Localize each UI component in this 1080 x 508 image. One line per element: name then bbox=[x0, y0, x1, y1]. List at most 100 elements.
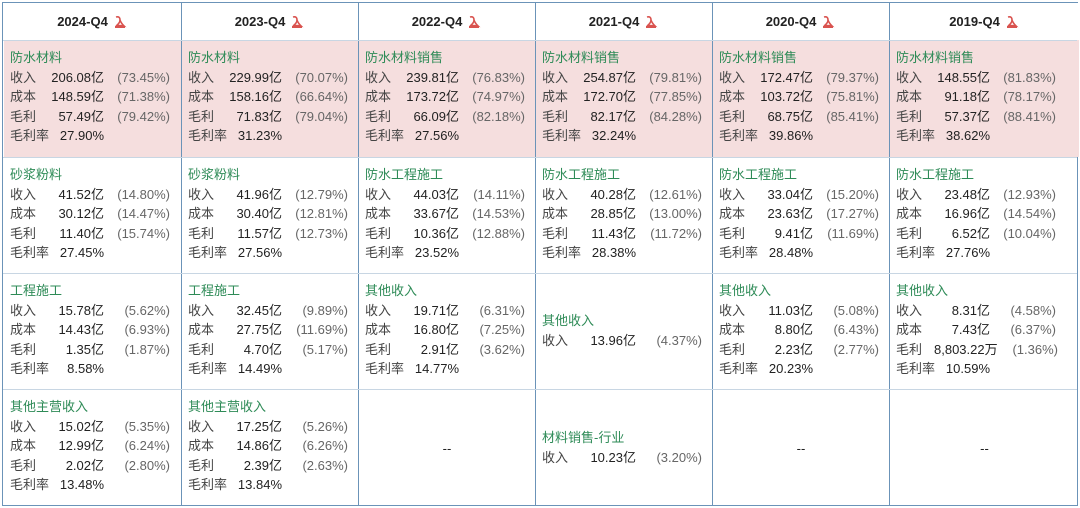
segment-name[interactable]: 防水工程施工 bbox=[542, 167, 621, 182]
metric-label: 收入 bbox=[542, 186, 569, 202]
segment-name[interactable]: 材料销售-行业 bbox=[542, 430, 625, 445]
metric-amount: 27.76% bbox=[945, 245, 990, 261]
pdf-icon[interactable] bbox=[290, 15, 304, 29]
segment-name[interactable]: 其他收入 bbox=[896, 283, 949, 298]
segment-cell: 其他收入 收入 11.03亿 (5.08%) 成本 8.80亿 (6.43%) 毛利 2.23亿… bbox=[713, 273, 889, 389]
segment-name[interactable]: 工程施工 bbox=[188, 283, 241, 298]
metric-label: 收入 bbox=[365, 302, 392, 318]
metric-label: 毛利率 bbox=[365, 245, 405, 261]
row-divider bbox=[3, 40, 1077, 41]
metric-row: 收入 40.28亿 (12.61%) bbox=[542, 185, 706, 205]
metric-row: 毛利 1.35亿 (1.87%) bbox=[10, 340, 175, 360]
segment-name[interactable]: 其他收入 bbox=[719, 283, 772, 298]
metric-label: 收入 bbox=[10, 418, 37, 434]
segment-name[interactable]: 防水材料销售 bbox=[542, 50, 621, 65]
segment-name[interactable]: 防水工程施工 bbox=[896, 167, 975, 182]
metric-amount: 254.87亿 bbox=[583, 69, 636, 85]
pdf-icon[interactable] bbox=[467, 15, 481, 29]
metric-row: 毛利 2.02亿 (2.80%) bbox=[10, 456, 175, 476]
segment-cell: 砂浆粉料 收入 41.96亿 (12.79%) 成本 30.40亿 (12.81%) 毛利 11… bbox=[182, 157, 358, 273]
metric-amount: 28.48% bbox=[768, 245, 813, 261]
column-header: 2020-Q4 bbox=[712, 3, 889, 40]
segment-name[interactable]: 其他收入 bbox=[542, 313, 595, 328]
segment-name[interactable]: 防水材料 bbox=[10, 50, 63, 65]
metric-label: 成本 bbox=[10, 322, 37, 338]
metric-amount: 11.03亿 bbox=[768, 302, 813, 318]
metric-percent: (11.69%) bbox=[296, 322, 348, 338]
metric-amount: 10.23亿 bbox=[590, 449, 636, 465]
metric-amount: 27.56% bbox=[414, 128, 459, 144]
metric-amount: 57.49亿 bbox=[58, 108, 104, 124]
metric-amount: 14.86亿 bbox=[236, 438, 282, 454]
segment-name[interactable]: 砂浆粉料 bbox=[10, 167, 63, 182]
metric-label: 毛利率 bbox=[896, 245, 936, 261]
metric-label: 成本 bbox=[719, 206, 746, 222]
metric-percent: (2.77%) bbox=[833, 341, 879, 357]
metric-row: 成本 16.80亿 (7.25%) bbox=[365, 320, 529, 340]
metric-label: 毛利 bbox=[188, 341, 215, 357]
segment-cell: 工程施工 收入 32.45亿 (9.89%) 成本 27.75亿 (11.69%) 毛利 4.7… bbox=[182, 273, 358, 389]
segment-name[interactable]: 防水材料 bbox=[188, 50, 241, 65]
segment-block: 其他收入 收入 8.31亿 (4.58%) 成本 7.43亿 (6.37%) 毛利 8,803.… bbox=[896, 273, 1073, 379]
metric-amount: 16.80亿 bbox=[413, 322, 459, 338]
metric-label: 成本 bbox=[365, 322, 392, 338]
pdf-icon[interactable] bbox=[644, 15, 658, 29]
segment-cell: 其他收入 收入 19.71亿 (6.31%) 成本 16.80亿 (7.25%) 毛利 2.91… bbox=[359, 273, 535, 389]
segment-name[interactable]: 防水工程施工 bbox=[719, 167, 798, 182]
segment-name[interactable]: 其他主营收入 bbox=[10, 399, 89, 414]
column-divider bbox=[889, 3, 890, 505]
metric-label: 收入 bbox=[542, 449, 569, 465]
empty-placeholder: -- bbox=[980, 440, 989, 456]
metric-percent: (6.24%) bbox=[124, 438, 170, 454]
metric-percent: (10.04%) bbox=[1003, 225, 1056, 241]
segment-name[interactable]: 其他主营收入 bbox=[188, 399, 267, 414]
metric-row: 收入 229.99亿 (70.07%) bbox=[188, 68, 352, 88]
metric-label: 收入 bbox=[188, 302, 215, 318]
metric-row: 毛利 57.37亿 (88.41%) bbox=[896, 107, 1073, 127]
metric-amount: 14.77% bbox=[414, 361, 459, 377]
metric-amount: 12.99亿 bbox=[58, 438, 104, 454]
metric-amount: 68.75亿 bbox=[767, 108, 813, 124]
pdf-icon[interactable] bbox=[1005, 15, 1019, 29]
segment-name[interactable]: 防水材料销售 bbox=[365, 50, 444, 65]
metric-label: 毛利 bbox=[719, 225, 746, 241]
metric-percent: (12.88%) bbox=[472, 225, 525, 241]
metric-row: 成本 103.72亿 (75.81%) bbox=[719, 87, 883, 107]
metric-amount: 206.08亿 bbox=[51, 69, 104, 85]
metric-percent: (71.38%) bbox=[117, 89, 170, 105]
metric-row: 收入 41.52亿 (14.80%) bbox=[10, 185, 175, 205]
metric-row: 毛利率 39.86% bbox=[719, 126, 883, 146]
pdf-icon[interactable] bbox=[821, 15, 835, 29]
row-divider bbox=[3, 273, 1077, 274]
metric-percent: (2.63%) bbox=[302, 457, 348, 473]
metric-amount: 2.39亿 bbox=[243, 457, 282, 473]
metric-amount: 27.45% bbox=[59, 245, 104, 261]
metric-amount: 27.75亿 bbox=[236, 322, 282, 338]
pdf-icon[interactable] bbox=[113, 15, 127, 29]
segment-name[interactable]: 防水工程施工 bbox=[365, 167, 444, 182]
metric-amount: 172.70亿 bbox=[583, 89, 636, 105]
segment-name[interactable]: 砂浆粉料 bbox=[188, 167, 241, 182]
metric-label: 毛利率 bbox=[10, 128, 50, 144]
segment-cell: 防水材料销售 收入 239.81亿 (76.83%) 成本 173.72亿 (74.97%)… bbox=[359, 40, 535, 157]
metric-row: 毛利 6.52亿 (10.04%) bbox=[896, 224, 1073, 244]
metric-row: 毛利率 10.59% bbox=[896, 359, 1073, 379]
metric-row: 收入 15.78亿 (5.62%) bbox=[10, 301, 175, 321]
metric-amount: 19.71亿 bbox=[413, 302, 459, 318]
segment-cell: 防水工程施工 收入 44.03亿 (14.11%) 成本 33.67亿 (14.53%) 毛利… bbox=[359, 157, 535, 273]
metric-amount: 33.04亿 bbox=[767, 186, 813, 202]
metric-percent: (79.37%) bbox=[826, 69, 879, 85]
metric-percent: (1.87%) bbox=[124, 341, 170, 357]
segment-block: 其他收入 收入 11.03亿 (5.08%) 成本 8.80亿 (6.43%) 毛利 2.23亿… bbox=[719, 273, 883, 379]
segment-name[interactable]: 其他收入 bbox=[365, 283, 418, 298]
metric-amount: 4.70亿 bbox=[243, 341, 282, 357]
metric-row: 收入 33.04亿 (15.20%) bbox=[719, 185, 883, 205]
segment-name[interactable]: 工程施工 bbox=[10, 283, 63, 298]
segment-name[interactable]: 防水材料销售 bbox=[719, 50, 798, 65]
metric-percent bbox=[282, 359, 348, 379]
column-header: 2022-Q4 bbox=[358, 3, 535, 40]
segment-name[interactable]: 防水材料销售 bbox=[896, 50, 975, 65]
column-header: 2021-Q4 bbox=[535, 3, 712, 40]
metric-label: 成本 bbox=[188, 89, 215, 105]
metric-label: 成本 bbox=[10, 206, 37, 222]
